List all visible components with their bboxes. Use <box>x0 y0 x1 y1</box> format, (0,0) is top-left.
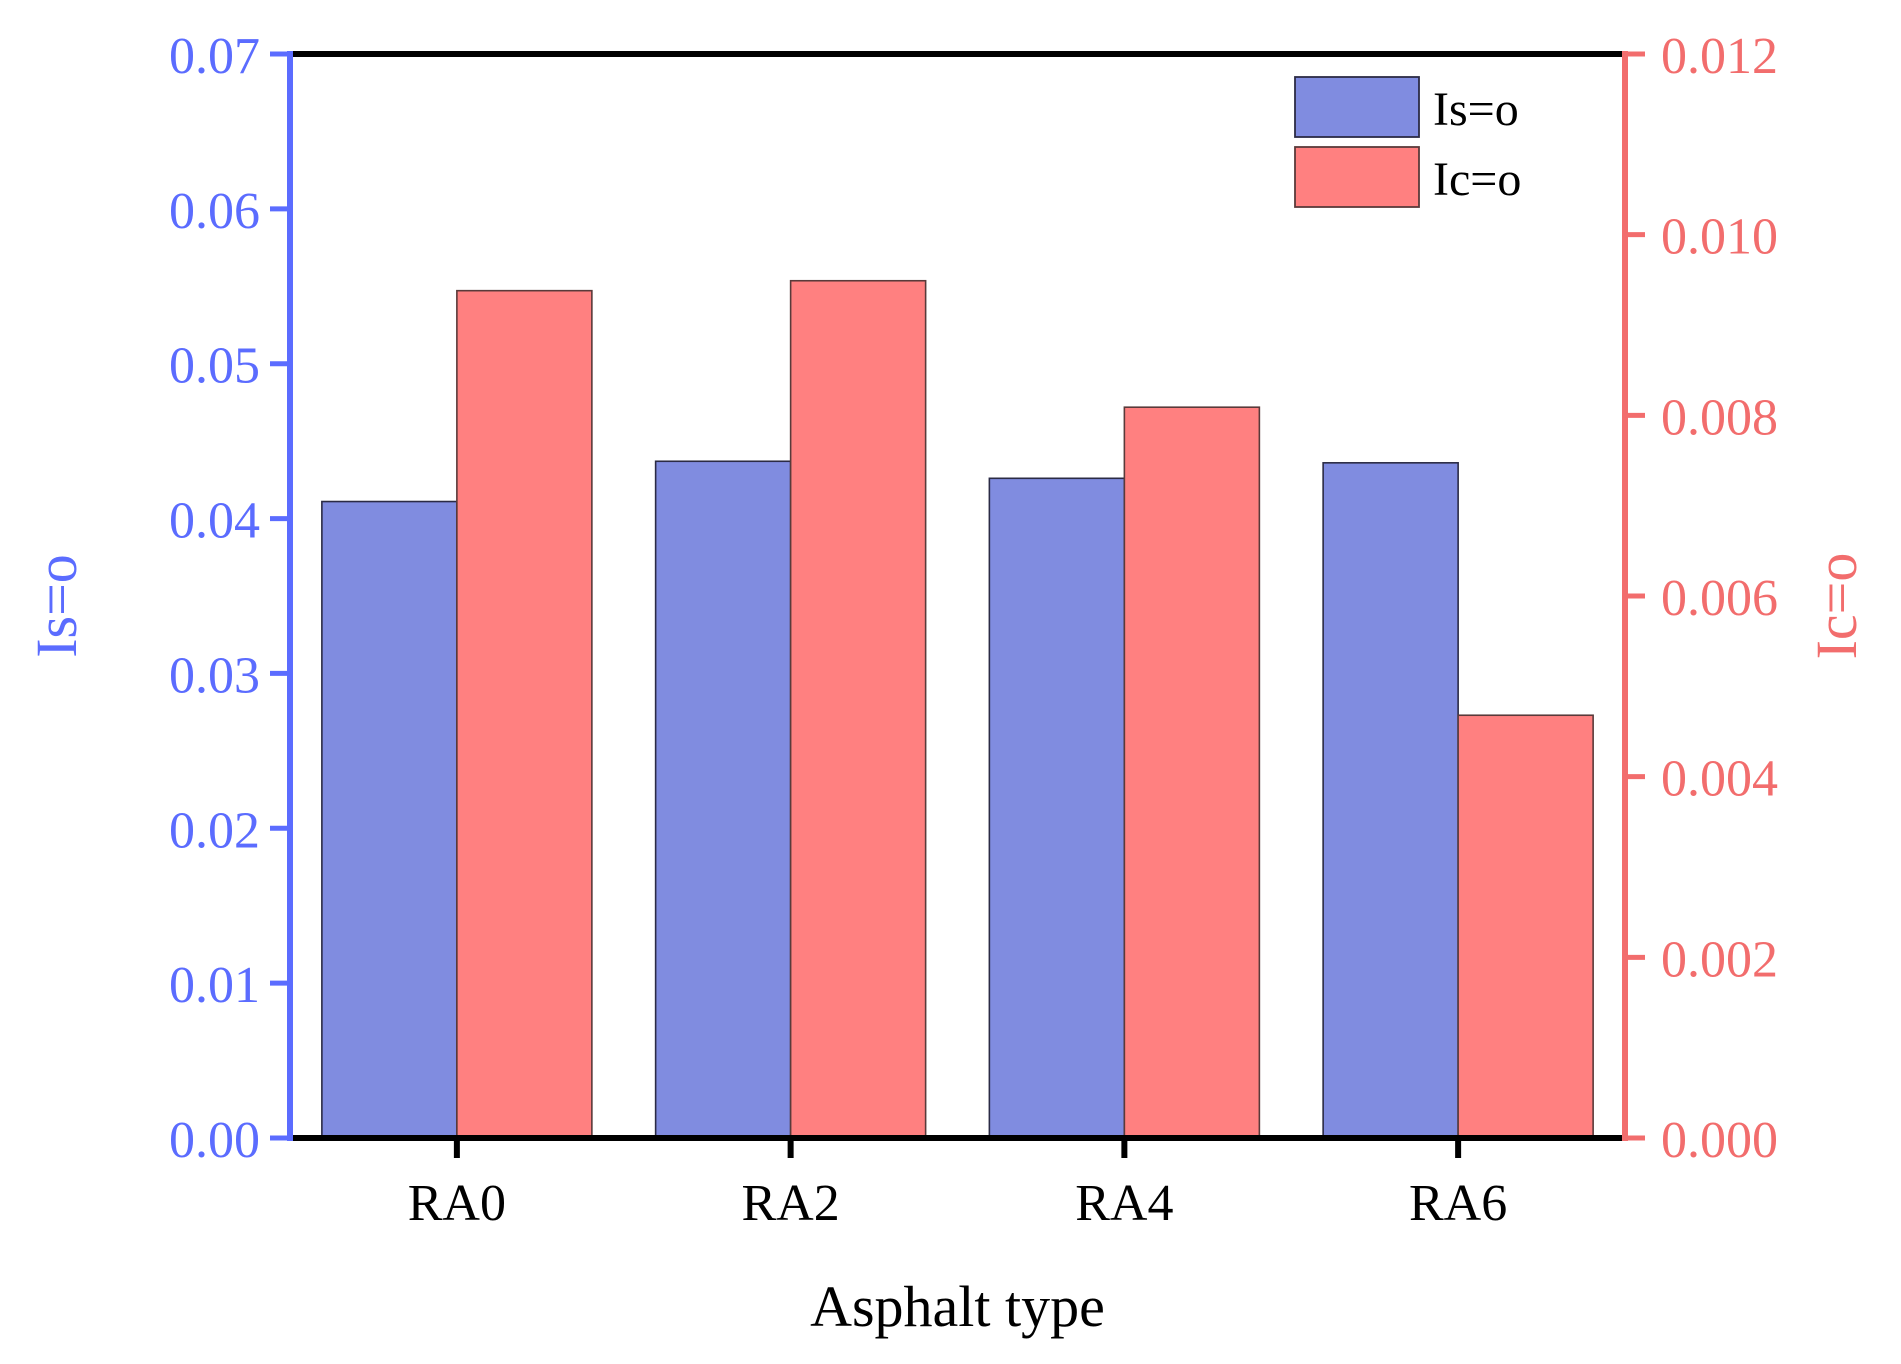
right-y-tick-label: 0.012 <box>1661 28 1778 85</box>
left-y-tick-label: 0.07 <box>169 28 260 85</box>
bar-Is=o-RA6 <box>1322 462 1459 1139</box>
right-y-tick-label: 0.010 <box>1661 209 1778 266</box>
tick-labels-group: 0.00 0.01 0.02 0.03 0.04 0.05 0.06 0.07 0.000 0.0… <box>169 28 1778 1232</box>
bar-Is=o-RA2 <box>654 460 792 1139</box>
right-y-tick-label: 0.008 <box>1661 389 1778 446</box>
left-y-tick-label: 0.02 <box>169 802 260 859</box>
right-y-tick-label: 0.000 <box>1661 1112 1778 1169</box>
x-tick-label: RA4 <box>1075 1175 1173 1232</box>
bar-Is=o-RA4 <box>988 477 1126 1139</box>
bar-Ic=o-RA6 <box>1457 714 1594 1139</box>
legend-swatch-Ic=o <box>1294 146 1420 208</box>
bar-Is=o-RA0 <box>321 500 458 1139</box>
left-y-tick-label: 0.00 <box>169 1112 260 1169</box>
x-tick-label: RA6 <box>1409 1175 1507 1232</box>
legend-swatch-Is=o <box>1294 76 1420 138</box>
right-y-axis-label: Ic=o <box>1804 553 1869 660</box>
right-y-tick-label: 0.002 <box>1661 931 1778 988</box>
x-axis-label: Asphalt type <box>810 1274 1105 1339</box>
left-y-tick-label: 0.01 <box>169 957 260 1014</box>
axes-group <box>270 51 1645 1158</box>
legend: Is=o Ic=o <box>1294 76 1521 208</box>
x-tick-label: RA2 <box>742 1175 840 1232</box>
legend-label: Is=o <box>1433 83 1519 136</box>
bar-Ic=o-RA2 <box>789 279 927 1139</box>
left-y-tick-label: 0.04 <box>169 493 260 550</box>
bar-Ic=o-RA0 <box>456 289 593 1139</box>
x-tick-label: RA0 <box>408 1175 506 1232</box>
left-y-tick-label: 0.03 <box>169 647 260 704</box>
legend-label: Ic=o <box>1433 153 1521 206</box>
left-y-tick-label: 0.05 <box>169 338 260 395</box>
right-y-tick-label: 0.004 <box>1661 751 1778 808</box>
right-y-tick-label: 0.006 <box>1661 570 1778 627</box>
left-y-axis-label: Is=o <box>24 554 89 658</box>
bar-Ic=o-RA4 <box>1123 406 1261 1139</box>
left-y-tick-label: 0.06 <box>169 183 260 240</box>
bars-group <box>321 279 1594 1139</box>
